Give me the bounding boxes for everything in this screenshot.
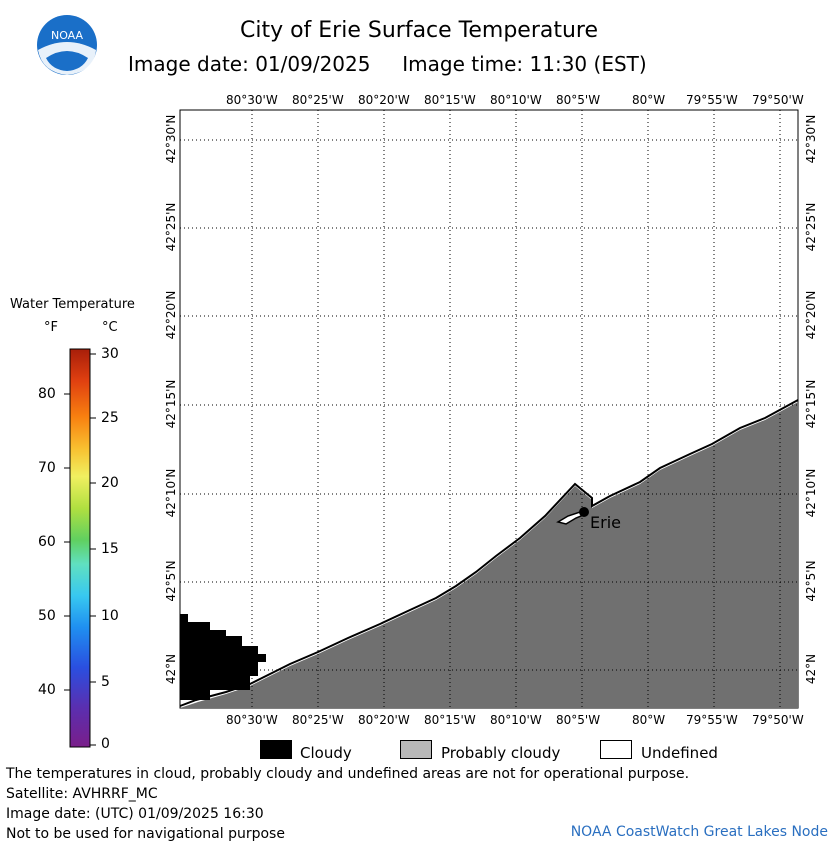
colorbar	[69, 348, 91, 748]
legend-swatch-probably-cloudy	[400, 740, 432, 759]
erie-marker	[579, 507, 589, 517]
logo-text: NOAA	[51, 29, 84, 42]
lon-label-bottom: 80°10'W	[490, 713, 542, 727]
lat-label-left: 42°20'N	[164, 290, 178, 340]
f-tick: 70	[38, 460, 56, 476]
lat-label-right: 42°N	[804, 653, 818, 685]
city-label: Erie	[590, 513, 621, 532]
lon-label-top: 80°10'W	[490, 93, 542, 107]
legend-label-cloudy: Cloudy	[300, 744, 352, 762]
lon-label-bottom: 80°25'W	[292, 713, 344, 727]
graticule	[180, 110, 798, 708]
lat-label-right: 42°10'N	[804, 468, 818, 518]
lon-label-top: 80°15'W	[424, 93, 476, 107]
colorbar-ticks	[64, 353, 96, 746]
colorbar-unit-f: °F	[44, 320, 58, 335]
lon-label-top: 80°5'W	[556, 93, 601, 107]
c-tick: 30	[101, 346, 119, 362]
f-tick: 50	[38, 608, 56, 624]
lat-label-left: 42°15'N	[164, 379, 178, 429]
noaa-logo: NOAA	[37, 15, 97, 75]
lon-label-top: 80°25'W	[292, 93, 344, 107]
legend-swatch-cloudy	[260, 740, 292, 759]
lat-label-left: 42°5'N	[164, 560, 178, 602]
lat-label-left: 42°30'N	[164, 114, 178, 164]
legend-swatch-undefined	[600, 740, 632, 759]
lon-label-bottom: 80°15'W	[424, 713, 476, 727]
lon-label-bottom: 80°W	[632, 713, 666, 727]
lat-label-right: 42°15'N	[804, 379, 818, 429]
c-tick: 5	[101, 674, 110, 690]
lon-label-bottom: 80°5'W	[556, 713, 601, 727]
f-tick: 80	[38, 386, 56, 402]
c-tick: 20	[101, 475, 119, 491]
footer-satellite: Satellite: AVHRRF_MC	[6, 786, 158, 802]
lon-label-top: 80°30'W	[226, 93, 278, 107]
footer-image-date: Image date: (UTC) 01/09/2025 16:30	[6, 806, 264, 822]
lon-label-top: 79°55'W	[686, 93, 738, 107]
lat-label-right: 42°30'N	[804, 114, 818, 164]
lon-label-bottom: 80°30'W	[226, 713, 278, 727]
footer-disclaimer: The temperatures in cloud, probably clou…	[6, 766, 690, 782]
lat-label-left: 42°10'N	[164, 468, 178, 518]
c-tick: 25	[101, 410, 119, 426]
lon-label-top: 79°50'W	[752, 93, 804, 107]
footer-credit: NOAA CoastWatch Great Lakes Node	[570, 824, 828, 840]
f-tick: 40	[38, 682, 56, 698]
lat-label-left: 42°25'N	[164, 202, 178, 252]
lat-label-right: 42°20'N	[804, 290, 818, 340]
lat-label-right: 42°5'N	[804, 560, 818, 602]
c-tick: 0	[101, 736, 110, 752]
cloudy-area	[180, 614, 266, 700]
lon-label-bottom: 80°20'W	[358, 713, 410, 727]
legend-label-probably-cloudy: Probably cloudy	[441, 744, 561, 762]
lon-label-top: 80°20'W	[358, 93, 410, 107]
coastline	[179, 399, 799, 707]
lat-label-left: 42°N	[164, 653, 178, 685]
lat-label-right: 42°25'N	[804, 202, 818, 252]
f-tick: 60	[38, 534, 56, 550]
land-area	[180, 402, 798, 708]
colorbar-title: Water Temperature	[10, 297, 135, 312]
lon-label-bottom: 79°50'W	[752, 713, 804, 727]
c-tick: 10	[101, 608, 119, 624]
c-tick: 15	[101, 541, 119, 557]
colorbar-unit-c: °C	[102, 320, 118, 335]
lon-label-bottom: 79°55'W	[686, 713, 738, 727]
map-title: City of Erie Surface Temperature	[239, 18, 599, 43]
legend-label-undefined: Undefined	[641, 744, 718, 762]
image-date-time: Image date: 01/09/2025 Image time: 11:30…	[128, 52, 647, 76]
footer-navigation-warning: Not to be used for navigational purpose	[6, 826, 285, 842]
lon-label-top: 80°W	[632, 93, 666, 107]
